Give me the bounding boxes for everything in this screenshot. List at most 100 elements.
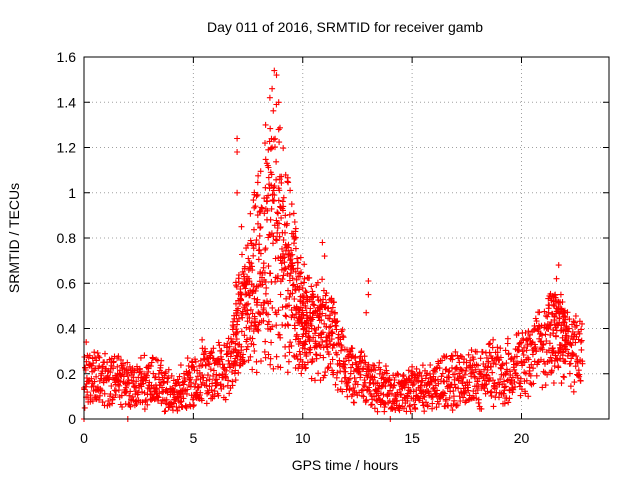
data-point	[253, 369, 260, 376]
data-point	[292, 268, 299, 275]
data-point	[234, 135, 241, 142]
data-point	[90, 360, 97, 367]
data-point	[222, 396, 229, 403]
data-point	[480, 374, 487, 381]
data-point	[228, 339, 235, 346]
data-point	[315, 370, 322, 377]
data-point	[504, 335, 511, 342]
y-tick-labels: 0 0.2 0.4 0.6 0.8 1 1.2 1.4 1.6	[57, 49, 77, 427]
data-point	[234, 149, 241, 155]
data-point	[291, 322, 298, 329]
data-point	[310, 301, 317, 308]
data-point	[162, 408, 169, 414]
data-point	[254, 212, 261, 219]
data-point	[294, 255, 301, 262]
y-tick-label: 0.6	[57, 275, 77, 291]
data-point	[533, 347, 540, 354]
data-point	[94, 350, 101, 356]
data-point	[328, 336, 335, 343]
data-point	[287, 263, 294, 270]
data-point	[192, 358, 199, 365]
data-point	[419, 377, 426, 384]
data-point	[186, 369, 193, 375]
data-point	[559, 299, 566, 305]
data-point	[318, 331, 325, 338]
data-point	[225, 357, 232, 364]
data-point	[463, 397, 470, 404]
data-point	[291, 304, 298, 311]
data-point	[476, 375, 483, 382]
data-point	[579, 360, 586, 367]
y-tick-label: 1.4	[57, 94, 77, 110]
data-point	[551, 302, 558, 309]
data-point	[456, 393, 463, 400]
data-point	[578, 337, 585, 344]
data-point	[430, 373, 437, 380]
data-point	[530, 365, 537, 372]
data-point	[278, 179, 285, 186]
data-point	[468, 347, 475, 354]
data-point	[296, 348, 303, 355]
data-point	[371, 405, 378, 412]
data-point	[253, 237, 260, 244]
data-point	[519, 348, 526, 355]
data-point	[119, 404, 126, 410]
data-point	[254, 179, 261, 186]
data-point	[388, 390, 395, 397]
data-point	[349, 345, 356, 352]
data-point	[525, 356, 532, 363]
data-point	[246, 278, 253, 285]
data-point	[407, 402, 413, 409]
data-point	[291, 296, 298, 302]
data-point	[411, 401, 418, 408]
data-point	[227, 353, 234, 360]
data-point	[564, 309, 571, 316]
data-point	[448, 352, 455, 359]
data-point	[358, 387, 365, 394]
data-point	[405, 367, 412, 374]
data-point	[238, 223, 245, 230]
data-point	[144, 401, 151, 408]
data-point	[142, 398, 149, 405]
data-point	[509, 374, 516, 381]
data-point	[273, 322, 280, 329]
data-point	[144, 372, 150, 379]
data-point	[214, 379, 221, 386]
data-point	[130, 380, 137, 386]
data-point	[566, 316, 573, 323]
data-point	[546, 340, 553, 347]
data-point	[490, 336, 497, 343]
data-point	[308, 359, 315, 366]
data-point	[329, 345, 336, 351]
data-point	[319, 276, 326, 283]
data-point	[317, 297, 324, 304]
data-point	[154, 386, 160, 393]
data-point	[341, 364, 348, 371]
data-point	[526, 367, 533, 374]
data-point	[557, 291, 564, 298]
data-point	[241, 332, 248, 339]
data-point	[550, 348, 557, 355]
data-point	[191, 402, 197, 408]
data-point	[568, 355, 575, 362]
data-point	[159, 389, 166, 396]
data-point	[362, 397, 369, 404]
data-point	[118, 392, 125, 399]
data-point	[327, 341, 334, 347]
data-point	[125, 380, 132, 387]
data-point	[292, 287, 299, 294]
data-point	[342, 361, 349, 368]
data-point	[274, 209, 281, 216]
data-point	[81, 404, 88, 411]
data-point	[372, 367, 379, 374]
data-point	[170, 407, 176, 414]
data-point	[208, 387, 215, 393]
data-point	[478, 405, 485, 412]
data-point	[255, 220, 261, 227]
data-point	[548, 297, 555, 304]
data-point	[280, 237, 287, 243]
data-point	[271, 67, 278, 74]
data-point	[305, 320, 312, 327]
data-point	[325, 364, 332, 371]
data-point	[287, 339, 294, 346]
